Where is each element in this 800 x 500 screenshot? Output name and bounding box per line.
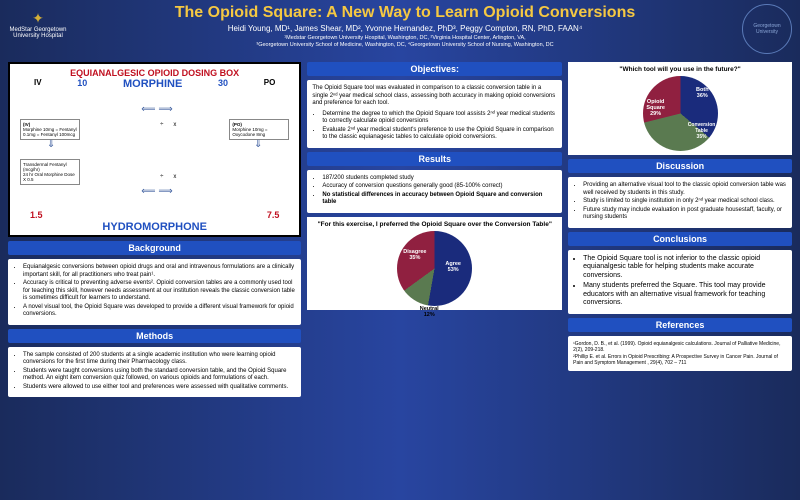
arrow-down-icon: ⇓ xyxy=(47,139,55,150)
methods-item: The sample consisted of 200 students at … xyxy=(23,352,296,367)
morphine-label: MORPHINE xyxy=(123,78,182,90)
iv-box-text: Morphine 10mg = Fentanyl 0.1mg = Fentany… xyxy=(23,127,77,137)
pie-label: ConversionTable35% xyxy=(688,122,716,140)
div-sign: ÷ x xyxy=(160,122,176,128)
pie-label: Agree53% xyxy=(445,261,461,273)
res-bold: No statistical differences in accuracy b… xyxy=(322,192,542,206)
conc-item: Many students preferred the Square. This… xyxy=(583,282,787,308)
content-columns: EQUIANALGESIC OPIOID DOSING BOX IV 10 MO… xyxy=(0,58,800,500)
bg-item: Accuracy is critical to preventing adver… xyxy=(23,280,296,303)
column-3: "Which tool will you use in the future?"… xyxy=(568,62,792,492)
column-2: Objectives: The Opioid Square tool was e… xyxy=(307,62,562,492)
authors: Heidi Young, MD¹, James Shear, MD², Yvon… xyxy=(76,24,734,33)
affil-2: ³Georgetown University School of Medicin… xyxy=(76,42,734,49)
disc-item: Providing an alternative visual tool to … xyxy=(583,182,787,197)
results-box: 187/200 students completed study Accurac… xyxy=(307,170,562,213)
res-item: No statistical differences in accuracy b… xyxy=(322,192,557,207)
logo-medstar: ✦ MedStar Georgetown University Hospital xyxy=(8,4,68,44)
res-item: Accuracy of conversion questions general… xyxy=(322,183,557,191)
iv-label: IV xyxy=(34,78,42,90)
pie1-container: "For this exercise, I preferred the Opio… xyxy=(307,217,562,310)
td-box-text: 24 hr Oral Morphine Dose X 0.5 xyxy=(23,172,75,182)
arrow-icon: ⟸ ⟹ xyxy=(141,104,172,115)
header: ✦ MedStar Georgetown University Hospital… xyxy=(0,0,800,58)
logo-left-text: MedStar Georgetown University Hospital xyxy=(8,27,68,39)
pie2-title: "Which tool will you use in the future?" xyxy=(572,66,788,73)
pie-label: Neutral12% xyxy=(420,306,439,318)
methods-item: Students were taught conversions using b… xyxy=(23,368,296,383)
res-item: 187/200 students completed study xyxy=(322,175,557,183)
pie-label: Both36% xyxy=(696,87,709,99)
header-text: The Opioid Square: A New Way to Learn Op… xyxy=(76,4,734,48)
po-box-text: Morphine 10mg = Oxycodone 8mg xyxy=(232,127,267,137)
objectives-box: The Opioid Square tool was evaluated in … xyxy=(307,80,562,148)
conclusions-box: The Opioid Square tool is not inferior t… xyxy=(568,250,792,315)
opioid-square-diagram: EQUIANALGESIC OPIOID DOSING BOX IV 10 MO… xyxy=(8,62,301,237)
logo-georgetown: Georgetown University xyxy=(742,4,792,54)
po-label: PO xyxy=(264,78,276,90)
conc-item: The Opioid Square tool is not inferior t… xyxy=(583,255,787,281)
arrow-down-icon: ⇓ xyxy=(254,139,262,150)
td-box: Transdermal Fentanyl (mcg/hr) 24 hr Oral… xyxy=(20,159,80,185)
hydro-label: HYDROMORPHONE xyxy=(10,221,299,233)
conclusions-header: Conclusions xyxy=(568,232,792,246)
sq-title: EQUIANALGESIC OPIOID DOSING BOX xyxy=(14,68,295,78)
top-left-val: 10 xyxy=(77,78,87,90)
iv-box: (IV) Morphine 10mg = Fentanyl 0.1mg = Fe… xyxy=(20,119,80,140)
obj-item: Evaluate 2ⁿᵈ year medical student's pref… xyxy=(322,127,557,142)
ref-item: ¹Gordon, D. B., et al. (1999). Opioid eq… xyxy=(573,341,787,354)
methods-header: Methods xyxy=(8,329,301,343)
bg-item: Equianalgesic conversions between opioid… xyxy=(23,264,296,279)
methods-box: The sample consisted of 200 students at … xyxy=(8,347,301,398)
td-box-title: Transdermal Fentanyl (mcg/hr) xyxy=(23,162,67,172)
bottom-right-val: 7.5 xyxy=(267,210,280,220)
pie-label: Disagree35% xyxy=(403,249,426,261)
bg-item: A novel visual tool, the Opioid Square w… xyxy=(23,304,296,319)
poster-root: ✦ MedStar Georgetown University Hospital… xyxy=(0,0,800,500)
disc-item: Study is limited to single institution i… xyxy=(583,198,787,206)
sq-bottom-row: 1.5 7.5 xyxy=(10,210,299,220)
column-1: EQUIANALGESIC OPIOID DOSING BOX IV 10 MO… xyxy=(8,62,301,492)
obj-intro: The Opioid Square tool was evaluated in … xyxy=(312,85,557,108)
sq-top-row: IV 10 MORPHINE 30 PO xyxy=(14,78,295,90)
arrow-icon: ⟸ ⟹ xyxy=(141,186,172,197)
discussion-box: Providing an alternative visual tool to … xyxy=(568,177,792,228)
pie2-container: "Which tool will you use in the future?"… xyxy=(568,62,792,155)
references-header: References xyxy=(568,318,792,332)
background-box: Equianalgesic conversions between opioid… xyxy=(8,259,301,325)
pie-label: OpioidSquare29% xyxy=(646,99,665,117)
po-box: (PO) Morphine 10mg = Oxycodone 8mg xyxy=(229,119,289,140)
methods-item: Students were allowed to use either tool… xyxy=(23,384,296,392)
results-header: Results xyxy=(307,152,562,166)
star-icon: ✦ xyxy=(32,10,44,27)
references-box: ¹Gordon, D. B., et al. (1999). Opioid eq… xyxy=(568,336,792,371)
top-right-val: 30 xyxy=(218,78,228,90)
background-header: Background xyxy=(8,241,301,255)
affil-1: ¹Medstar Georgetown University Hospital,… xyxy=(76,35,734,42)
pie1-title: "For this exercise, I preferred the Opio… xyxy=(311,221,558,228)
sq-middle: ⟸ ⟹ ÷ x (IV) Morphine 10mg = Fentanyl 0.… xyxy=(20,104,289,205)
pie2-chart: Both36% ConversionTable35% OpioidSquare2… xyxy=(643,76,718,151)
poster-title: The Opioid Square: A New Way to Learn Op… xyxy=(76,4,734,22)
bottom-left-val: 1.5 xyxy=(30,210,43,220)
pie1-chart: Agree53% Disagree35% Neutral12% xyxy=(397,231,472,306)
objectives-header: Objectives: xyxy=(307,62,562,76)
obj-item: Determine the degree to which the Opioid… xyxy=(322,111,557,126)
logo-right-text: Georgetown University xyxy=(743,23,791,35)
disc-item: Future study may include evaluation in p… xyxy=(583,207,787,222)
ref-item: ²Phillip E. et al. Errors in Opioid Pres… xyxy=(573,354,787,367)
div-sign: ÷ x xyxy=(160,174,176,180)
discussion-header: Discussion xyxy=(568,159,792,173)
